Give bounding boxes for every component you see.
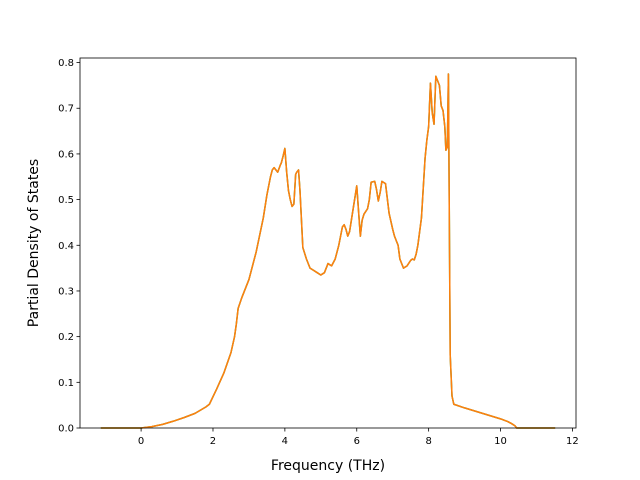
y-tick-label: 0.4 (58, 241, 74, 252)
y-tick-label: 0.6 (58, 149, 74, 160)
y-axis-ticks: 0.0 0.1 0.2 0.3 0.4 0.5 0.6 0.7 0.8 (58, 58, 80, 435)
x-tick-label: 0 (138, 436, 144, 447)
x-tick-label: 8 (425, 436, 431, 447)
y-tick-label: 0.0 (58, 424, 74, 435)
x-tick-label: 2 (210, 436, 216, 447)
y-axis-label: Partial Density of States (26, 159, 42, 327)
y-tick-label: 0.1 (58, 378, 74, 389)
plot-area-background (80, 58, 576, 428)
plot-frame (79, 57, 577, 429)
x-tick-label: 12 (566, 436, 579, 447)
x-tick-label: 10 (494, 436, 507, 447)
x-axis-label: Frequency (THz) (271, 458, 385, 474)
x-tick-label: 6 (354, 436, 360, 447)
y-tick-label: 0.5 (58, 195, 74, 206)
x-tick-label: 4 (282, 436, 288, 447)
y-tick-label: 0.8 (58, 58, 74, 69)
series-line-2 (100, 73, 556, 429)
x-axis-ticks: 0 2 4 6 8 10 12 (138, 428, 579, 447)
y-tick-label: 0.7 (58, 104, 74, 115)
series-layer (100, 73, 556, 429)
y-tick-label: 0.2 (58, 332, 74, 343)
y-tick-label: 0.3 (58, 286, 74, 297)
